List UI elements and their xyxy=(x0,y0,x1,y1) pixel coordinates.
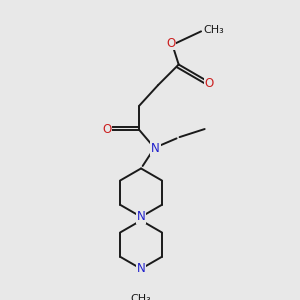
Text: CH₃: CH₃ xyxy=(131,294,152,300)
Text: O: O xyxy=(102,123,112,136)
Text: O: O xyxy=(166,37,175,50)
Text: O: O xyxy=(205,77,214,90)
Text: N: N xyxy=(137,262,146,275)
Text: N: N xyxy=(137,210,146,223)
Text: CH₃: CH₃ xyxy=(203,25,224,34)
Text: N: N xyxy=(151,142,160,155)
